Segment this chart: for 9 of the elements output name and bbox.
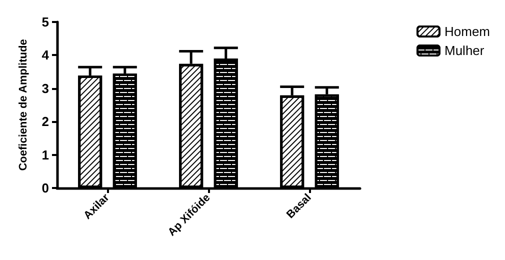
y-axis-title: Coeficiente de Amplitude — [18, 39, 30, 171]
y-tick-label: 2 — [42, 114, 49, 130]
y-tick-label: 3 — [42, 80, 49, 96]
y-tick-label: 0 — [42, 180, 49, 196]
y-tick-label: 5 — [42, 14, 49, 30]
legend-label: Homem — [444, 24, 490, 39]
legend-label: Mulher — [444, 43, 485, 58]
y-tick-label: 4 — [42, 48, 50, 63]
y-tick-label: 1 — [42, 147, 49, 162]
